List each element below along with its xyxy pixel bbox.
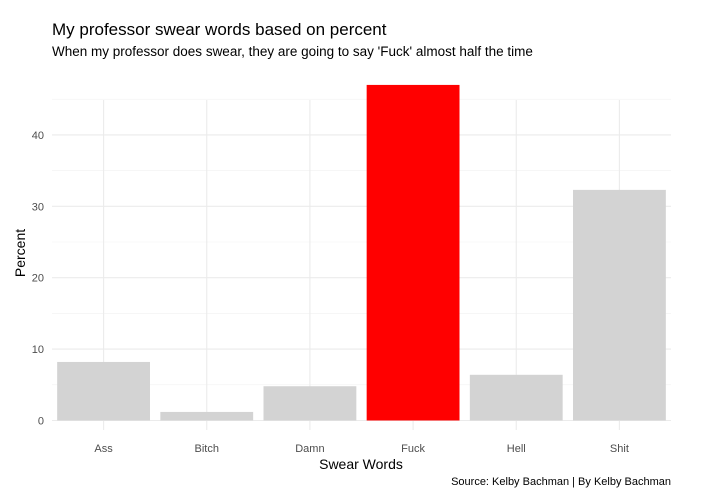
bar-fuck: [366, 84, 460, 421]
x-tick-label: Ass: [94, 443, 113, 455]
bar-bitch: [160, 411, 254, 421]
bar-damn: [263, 386, 357, 421]
bar-shit: [572, 189, 666, 421]
y-axis-title: Percent: [12, 229, 28, 277]
x-tick-label: Hell: [507, 443, 526, 455]
bar-hell: [469, 374, 563, 421]
minor-gridlines: [52, 98, 671, 386]
y-axis-tick-labels: 0 10 20 30 40: [32, 130, 44, 428]
y-tick-label: 30: [32, 201, 44, 213]
y-tick-label: 40: [32, 130, 44, 142]
x-tick-label: Fuck: [401, 443, 425, 455]
x-axis-tick-labels: Ass Bitch Damn Fuck Hell Shit: [94, 443, 628, 455]
x-tick-label: Bitch: [195, 443, 219, 455]
chart-subtitle: When my professor does swear, they are g…: [52, 44, 533, 59]
y-tick-label: 0: [38, 416, 44, 428]
chart-caption: Source: Kelby Bachman | By Kelby Bachman: [451, 476, 671, 488]
x-axis-title: Swear Words: [319, 456, 403, 472]
x-tick-label: Damn: [295, 443, 324, 455]
chart-title: My professor swear words based on percen…: [52, 20, 387, 39]
y-tick-label: 20: [32, 273, 44, 285]
x-tick-label: Shit: [610, 443, 629, 455]
bar-ass: [57, 361, 151, 421]
y-tick-label: 10: [32, 344, 44, 356]
bars: [57, 84, 666, 421]
